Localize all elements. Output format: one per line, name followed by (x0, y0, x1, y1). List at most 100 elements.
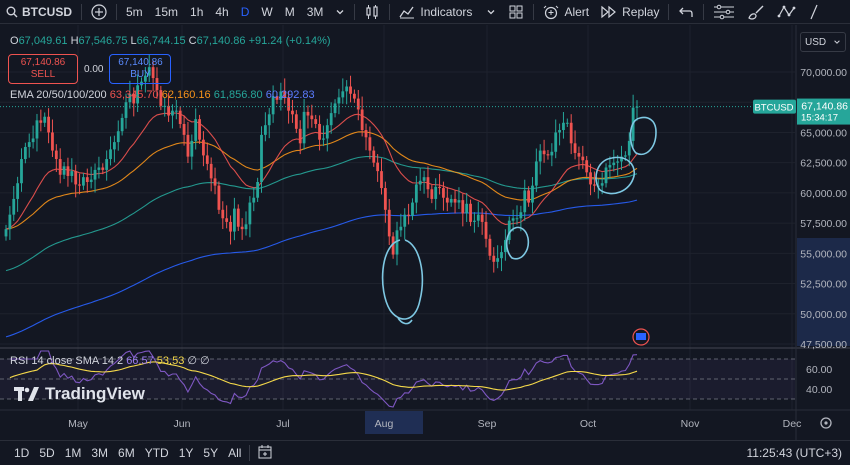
plus-circle-icon (91, 3, 107, 20)
low-label: L (130, 35, 137, 47)
candle-body (89, 179, 93, 183)
open-value: 67,049.61 (18, 35, 68, 47)
range-ytd[interactable]: YTD (144, 446, 169, 460)
candle-body (383, 188, 387, 210)
rsi-pane: 60.00 40.00 (0, 350, 832, 408)
candle-body (159, 90, 163, 106)
candle-body (240, 226, 244, 230)
candle-body (376, 162, 380, 172)
candle-body (314, 119, 318, 124)
timeframe-m[interactable]: M (284, 4, 295, 19)
buy-button[interactable]: 67,140.86 BUY (109, 54, 172, 84)
rsi-legend[interactable]: RSI 14 close SMA 14 2 66.57 53.53 ∅ ∅ (10, 354, 210, 367)
candle-body (186, 134, 190, 157)
chart-grid (0, 25, 850, 440)
candle-body (418, 180, 422, 185)
replay-button[interactable]: Replay (595, 0, 665, 24)
timeframe-15m[interactable]: 15m (154, 4, 179, 19)
candle-body (616, 161, 620, 163)
timeframe-3m[interactable]: 3M (306, 4, 324, 19)
candle-body (554, 132, 558, 152)
candle-body (430, 189, 434, 199)
price-chart[interactable]: 70,000.0067,500.0065,000.0062,500.0060,0… (0, 25, 850, 440)
price-tick-label: 50,000.00 (800, 309, 847, 321)
chart-type-button[interactable] (358, 0, 386, 24)
range-5d[interactable]: 5D (39, 446, 55, 460)
candle-body (260, 134, 263, 183)
candle-body (31, 138, 35, 143)
clock[interactable]: 11:25:43 (UTC+3) (746, 446, 843, 460)
range-1m[interactable]: 1M (64, 446, 82, 460)
timeframe-w[interactable]: W (261, 4, 273, 19)
buy-price: 67,140.86 (118, 57, 163, 68)
currency-selector[interactable]: USD (800, 32, 846, 52)
candle-body (182, 123, 186, 135)
candle-body (78, 184, 81, 186)
candle-body (112, 142, 116, 150)
time-tick-label: Aug (375, 418, 394, 430)
timeframe-menu[interactable] (329, 0, 351, 24)
rsi-name: RSI 14 close SMA 14 2 (10, 355, 124, 367)
pattern-button[interactable] (771, 0, 803, 24)
divider (389, 3, 391, 20)
price-tag-bg (797, 98, 850, 125)
candle-body (484, 221, 488, 239)
candle-body (573, 143, 577, 153)
currency-label: USD (805, 36, 827, 48)
templates-button[interactable] (502, 0, 530, 24)
candle-body (356, 98, 360, 110)
candle-body (422, 177, 426, 181)
indicators-button[interactable]: Indicators (393, 0, 502, 24)
candle-body (523, 190, 527, 213)
grid-icon (509, 5, 523, 18)
candle-body (291, 110, 294, 115)
candle-body (263, 125, 267, 135)
candle-body (58, 159, 62, 175)
sell-button[interactable]: 67,140.86 SELL (8, 54, 78, 84)
divider (81, 3, 82, 20)
ema100-value: 61,856.80 (213, 89, 263, 101)
alert-button[interactable]: Alert (537, 0, 595, 24)
ema-legend[interactable]: EMA 20/50/100/200 63,345.70 62,160.16 61… (10, 89, 315, 101)
timeframe-d[interactable]: D (240, 4, 250, 19)
candle-body (4, 229, 8, 237)
candle-body (399, 226, 403, 231)
drawn-annotations[interactable] (381, 116, 657, 346)
tradingview-logo-text: TradingView (45, 384, 145, 403)
ema-200-line (5, 199, 638, 338)
open-label: O (10, 35, 19, 47)
candle-body (531, 185, 534, 203)
range-6m[interactable]: 6M (118, 446, 135, 460)
timeframe-1h[interactable]: 1h (190, 4, 204, 19)
candle-body (449, 198, 453, 203)
range-3m[interactable]: 3M (91, 446, 109, 460)
candle-body (136, 85, 140, 104)
line-tool-icon (810, 4, 819, 19)
time-axis: May Jun Jul Aug Sep Oct Nov Dec (68, 411, 832, 434)
candle-body (453, 198, 457, 203)
drawing-settings-button[interactable] (707, 0, 741, 24)
candle-body (174, 110, 178, 112)
timeframe-4h[interactable]: 4h (215, 4, 229, 19)
candle-body (585, 160, 589, 173)
spread-value: 0.00 (84, 63, 104, 75)
goto-date-button[interactable] (253, 444, 277, 462)
candle-body (66, 166, 70, 176)
timeframe-5m[interactable]: 5m (126, 4, 143, 19)
candle-body (283, 91, 287, 98)
compare-button[interactable] (85, 0, 113, 24)
close-label: C (188, 35, 197, 47)
undo-button[interactable] (672, 0, 700, 24)
divider (116, 3, 117, 20)
range-5y[interactable]: 5Y (203, 446, 219, 460)
range-all[interactable]: All (228, 446, 242, 460)
range-1d[interactable]: 1D (14, 446, 30, 460)
symbol-search[interactable]: BTCUSD (0, 0, 78, 24)
brush-button[interactable] (741, 0, 771, 24)
more-tools-button[interactable] (803, 0, 825, 24)
price-tick-label: 65,000.00 (800, 127, 847, 139)
range-1y[interactable]: 1Y (178, 446, 194, 460)
tradingview-logo[interactable]: TradingView (14, 384, 145, 404)
candle-body (271, 96, 275, 115)
candles-icon (366, 4, 379, 19)
